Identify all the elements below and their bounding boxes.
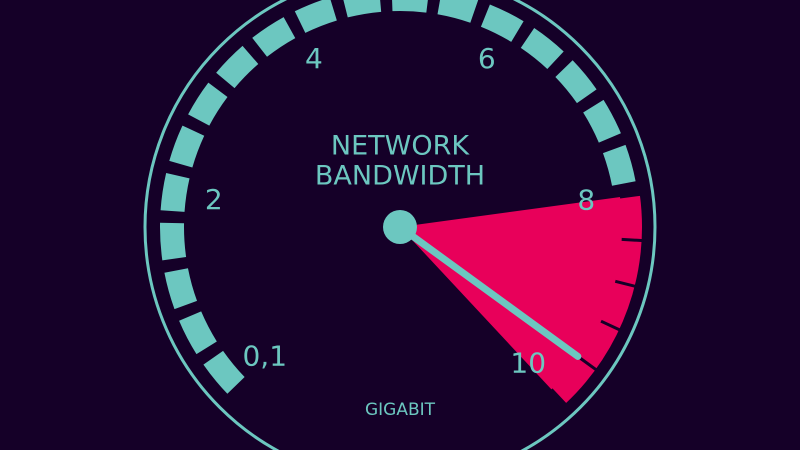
scale-segment — [602, 144, 636, 186]
outer-ring — [143, 0, 657, 450]
scale-segment — [203, 350, 245, 394]
unit-label: GIGABIT — [365, 400, 436, 420]
scale-segment — [294, 0, 337, 33]
title-line: NETWORK — [331, 131, 470, 162]
minor-tick — [550, 388, 568, 407]
scale-segment — [392, 0, 428, 13]
danger-zone — [400, 194, 642, 404]
minor-tick — [621, 237, 644, 243]
scale-segment — [169, 125, 205, 168]
scale-segment — [437, 0, 479, 23]
scale-segment — [343, 0, 382, 18]
scale-segment — [160, 173, 190, 212]
scale-segment — [188, 82, 228, 126]
tick-label: 10 — [510, 346, 546, 379]
scale-segment — [164, 268, 198, 310]
scale-segment — [252, 17, 296, 57]
scale-segment — [480, 4, 524, 42]
scale-segment — [216, 45, 259, 89]
needle-hub — [383, 210, 417, 244]
minor-tick — [619, 192, 642, 199]
minor-tick — [614, 279, 637, 289]
tick-label: 0,1 — [242, 340, 287, 373]
tick-label: 6 — [478, 42, 496, 75]
scale-segment — [160, 222, 187, 261]
title-line: BANDWIDTH — [315, 161, 485, 192]
scale-segment — [179, 311, 217, 355]
scale-segment — [555, 60, 597, 104]
tick-label: 2 — [205, 183, 223, 216]
minor-tick — [600, 319, 622, 332]
needle — [396, 223, 582, 360]
tick-label: 4 — [305, 42, 323, 75]
minor-tick — [578, 356, 599, 372]
scale-segment — [520, 28, 564, 70]
scale-segment — [583, 99, 621, 143]
tick-label: 8 — [577, 184, 595, 217]
